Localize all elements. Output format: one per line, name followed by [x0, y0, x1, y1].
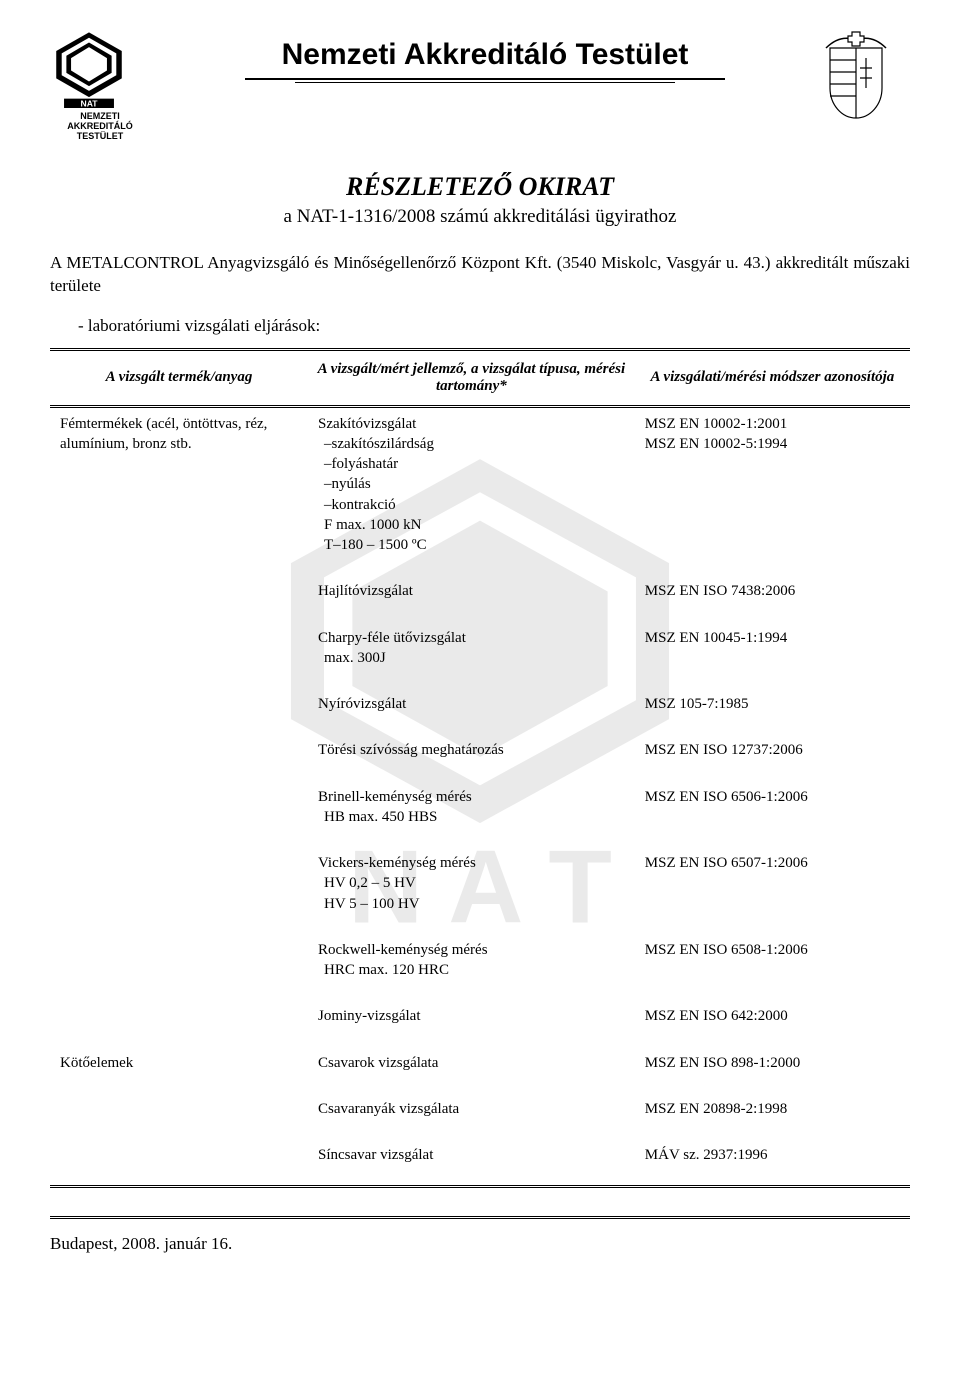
tests-table: A vizsgált termék/anyag A vizsgált/mért … — [50, 348, 910, 1189]
cell-standard: MSZ EN ISO 6508-1:2006 — [635, 934, 910, 1001]
cell-product — [50, 781, 308, 848]
cell-test: Szakítóvizsgálat–szakítószilárdság–folyá… — [308, 406, 635, 575]
coat-of-arms — [820, 30, 910, 122]
cell-standard: MSZ EN ISO 898-1:2000 — [635, 1047, 910, 1093]
cell-test: Síncsavar vizsgálat — [308, 1139, 635, 1187]
table-row: KötőelemekCsavarok vizsgálataMSZ EN ISO … — [50, 1047, 910, 1093]
cell-test: Csavaranyák vizsgálata — [308, 1093, 635, 1139]
cell-product — [50, 847, 308, 934]
cell-test: Jominy-vizsgálat — [308, 1000, 635, 1046]
cell-standard: MSZ EN ISO 7438:2006 — [635, 575, 910, 621]
table-row: Síncsavar vizsgálatMÁV sz. 2937:1996 — [50, 1139, 910, 1187]
table-row: Jominy-vizsgálatMSZ EN ISO 642:2000 — [50, 1000, 910, 1046]
cell-test: Törési szívósság meghatározás — [308, 734, 635, 780]
cell-standard: MSZ EN ISO 12737:2006 — [635, 734, 910, 780]
table-row: Rockwell-keménység mérésHRC max. 120 HRC… — [50, 934, 910, 1001]
table-row: Brinell-keménység mérésHB max. 450 HBSMS… — [50, 781, 910, 848]
cell-product — [50, 734, 308, 780]
cell-product: Fémtermékek (acél, öntöttvas, réz, alumí… — [50, 406, 308, 575]
col-header-product: A vizsgált termék/anyag — [50, 349, 308, 406]
cell-test: Brinell-keménység mérésHB max. 450 HBS — [308, 781, 635, 848]
table-row: Csavaranyák vizsgálataMSZ EN 20898-2:199… — [50, 1093, 910, 1139]
footer-date: Budapest, 2008. január 16. — [50, 1234, 910, 1254]
table-row: Charpy-féle ütővizsgálatmax. 300JMSZ EN … — [50, 622, 910, 689]
cell-standard: MSZ 105-7:1985 — [635, 688, 910, 734]
nat-logo-label: NEMZETI AKKREDITÁLÓ TESTÜLET — [50, 112, 150, 142]
intro-paragraph: A METALCONTROL Anyagvizsgáló és Minősége… — [50, 252, 910, 298]
cell-standard: MSZ EN ISO 6506-1:2006 — [635, 781, 910, 848]
cell-test: Vickers-keménység mérésHV 0,2 – 5 HVHV 5… — [308, 847, 635, 934]
cell-test: Csavarok vizsgálata — [308, 1047, 635, 1093]
table-row: Vickers-keménység mérésHV 0,2 – 5 HVHV 5… — [50, 847, 910, 934]
cell-standard: MSZ EN ISO 642:2000 — [635, 1000, 910, 1046]
cell-standard: MSZ EN 10002-1:2001MSZ EN 10002-5:1994 — [635, 406, 910, 575]
svg-text:NAT: NAT — [81, 98, 99, 108]
cell-product — [50, 1000, 308, 1046]
cell-standard: MSZ EN 10045-1:1994 — [635, 622, 910, 689]
cell-test: Rockwell-keménység mérésHRC max. 120 HRC — [308, 934, 635, 1001]
doc-subtitle: a NAT-1-1316/2008 számú akkreditálási üg… — [50, 206, 910, 228]
col-header-standard: A vizsgálati/mérési módszer azonosítója — [635, 349, 910, 406]
cell-product — [50, 934, 308, 1001]
cell-product — [50, 1093, 308, 1139]
org-title-text: Nemzeti Akkreditáló Testület — [282, 38, 689, 71]
cell-test: Charpy-féle ütővizsgálatmax. 300J — [308, 622, 635, 689]
cell-test: Nyíróvizsgálat — [308, 688, 635, 734]
cell-product: Kötőelemek — [50, 1047, 308, 1093]
nat-logo-left: NAT NEMZETI AKKREDITÁLÓ TESTÜLET — [50, 30, 150, 142]
table-row: Törési szívósság meghatározásMSZ EN ISO … — [50, 734, 910, 780]
cell-test: Hajlítóvizsgálat — [308, 575, 635, 621]
table-row: Fémtermékek (acél, öntöttvas, réz, alumí… — [50, 406, 910, 575]
cell-product — [50, 575, 308, 621]
section-header: - laboratóriumi vizsgálati eljárások: — [50, 316, 910, 336]
page-header: NAT NEMZETI AKKREDITÁLÓ TESTÜLET Nemzeti… — [50, 30, 910, 142]
cell-standard: MÁV sz. 2937:1996 — [635, 1139, 910, 1187]
footer-rule — [50, 1216, 910, 1220]
col-header-test: A vizsgált/mért jellemző, a vizsgálat tí… — [308, 349, 635, 406]
cell-product — [50, 688, 308, 734]
table-header-row: A vizsgált termék/anyag A vizsgált/mért … — [50, 349, 910, 406]
table-row: HajlítóvizsgálatMSZ EN ISO 7438:2006 — [50, 575, 910, 621]
cell-product — [50, 622, 308, 689]
cell-product — [50, 1139, 308, 1187]
cell-standard: MSZ EN ISO 6507-1:2006 — [635, 847, 910, 934]
table-row: NyíróvizsgálatMSZ 105-7:1985 — [50, 688, 910, 734]
cell-standard: MSZ EN 20898-2:1998 — [635, 1093, 910, 1139]
org-title: Nemzeti Akkreditáló Testület — [150, 30, 820, 83]
doc-title: RÉSZLETEZŐ OKIRAT — [50, 172, 910, 202]
